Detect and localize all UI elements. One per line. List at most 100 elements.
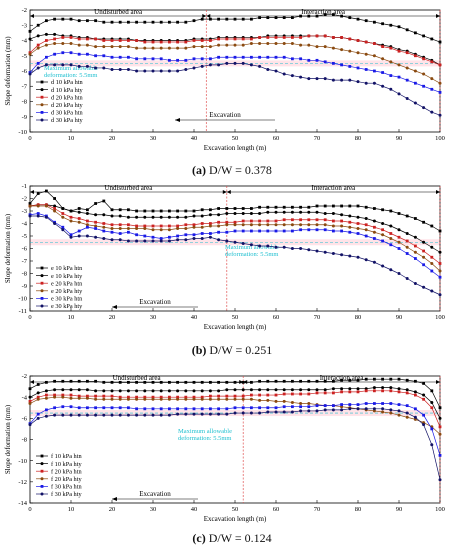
data-point — [217, 213, 221, 217]
data-point — [225, 407, 229, 411]
data-point — [397, 247, 401, 250]
data-point — [258, 212, 262, 215]
data-point — [135, 233, 138, 237]
data-point — [225, 230, 229, 234]
data-point — [44, 63, 48, 67]
legend-marker — [40, 289, 44, 293]
data-point — [151, 20, 155, 24]
data-point — [102, 380, 106, 384]
data-point — [249, 397, 253, 401]
data-point — [356, 17, 360, 21]
data-point — [85, 64, 89, 68]
data-point — [241, 397, 245, 401]
data-point — [168, 40, 171, 44]
data-point — [94, 235, 98, 239]
data-point — [364, 228, 368, 232]
data-point — [36, 212, 40, 215]
data-point — [389, 402, 393, 405]
data-point — [307, 405, 311, 409]
data-point — [217, 17, 220, 21]
data-point — [372, 409, 376, 413]
data-point — [85, 396, 89, 400]
data-point — [151, 228, 155, 232]
legend-marker — [40, 118, 44, 122]
data-point — [389, 377, 393, 381]
data-point — [126, 397, 130, 401]
data-point — [176, 389, 180, 393]
x-tick-label: 80 — [355, 506, 362, 513]
data-point — [249, 388, 253, 392]
data-point — [44, 43, 48, 47]
data-point — [102, 199, 106, 203]
data-point — [307, 392, 311, 396]
data-point — [192, 412, 196, 416]
data-point — [184, 233, 188, 237]
x-tick-label: 70 — [314, 135, 321, 142]
data-point — [331, 212, 335, 215]
data-point — [340, 204, 343, 208]
caption-c: (c) D/W = 0.124 — [0, 531, 464, 546]
data-point — [373, 42, 376, 45]
limit-label-line1: Maximum allowable — [178, 428, 232, 435]
data-point — [241, 219, 245, 223]
data-point — [192, 223, 196, 227]
data-point — [315, 249, 319, 253]
data-point — [176, 412, 180, 416]
data-point — [258, 244, 262, 248]
y-tick-label: -10 — [18, 458, 27, 465]
data-point — [405, 232, 409, 235]
legend-marker — [40, 469, 44, 473]
data-point — [290, 410, 294, 414]
data-point — [282, 55, 286, 59]
data-point — [397, 409, 401, 413]
data-point — [176, 209, 179, 213]
data-point — [381, 208, 384, 212]
data-point — [151, 395, 155, 399]
data-point — [249, 212, 253, 215]
data-point — [159, 40, 163, 44]
data-point — [381, 407, 385, 411]
data-point — [258, 411, 262, 415]
data-point — [332, 391, 335, 395]
data-point — [94, 394, 97, 398]
data-point — [184, 380, 188, 384]
data-point — [225, 37, 229, 41]
data-point — [405, 415, 409, 419]
data-point — [151, 209, 155, 213]
legend-label: e 20 kPa hty — [51, 288, 83, 295]
data-point — [77, 413, 81, 417]
data-point — [209, 222, 212, 225]
data-point — [45, 55, 48, 59]
data-point — [118, 413, 122, 417]
data-point — [299, 14, 302, 18]
data-point — [94, 406, 97, 410]
data-point — [126, 227, 130, 230]
data-point — [290, 210, 294, 214]
data-point — [217, 224, 221, 228]
x-tick-label: 10 — [68, 314, 75, 321]
data-point — [176, 238, 180, 242]
data-point — [422, 423, 426, 427]
data-point — [53, 204, 57, 208]
data-point — [192, 397, 196, 401]
data-point — [438, 416, 442, 420]
data-point — [61, 42, 65, 46]
data-point — [250, 207, 253, 210]
data-point — [414, 54, 417, 58]
data-point — [315, 77, 319, 81]
data-point — [266, 244, 270, 248]
data-point — [151, 239, 155, 243]
legend-label: d 10 kPa htn — [51, 79, 84, 86]
data-point — [208, 412, 212, 416]
data-point — [241, 406, 245, 410]
data-point — [307, 379, 311, 383]
data-point — [184, 40, 188, 44]
data-point — [127, 208, 130, 212]
data-point — [118, 232, 122, 235]
data-point — [348, 390, 352, 394]
x-tick-label: 100 — [435, 506, 445, 513]
data-point — [151, 413, 155, 417]
data-point — [331, 387, 335, 391]
y-tick-label: -3 — [22, 208, 27, 215]
data-point — [135, 224, 138, 228]
